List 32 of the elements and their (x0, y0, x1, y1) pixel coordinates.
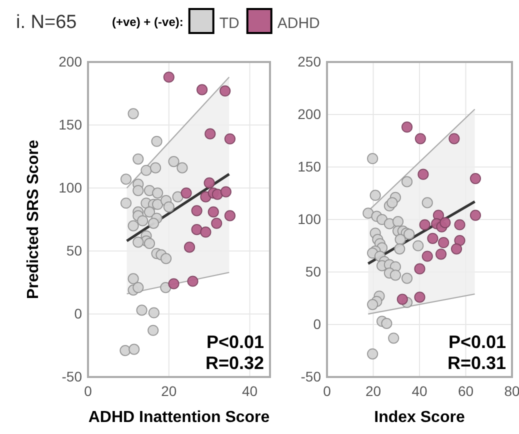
y-tick-label: 200 (298, 106, 322, 122)
legend-title: (+ve) + (-ve): (112, 15, 184, 29)
x-tick-label: 60 (458, 382, 474, 399)
y-tick-label: 100 (58, 179, 82, 196)
y-tick-label: -50 (62, 368, 82, 384)
y-tick-label: 0 (74, 305, 82, 322)
x-axis-title: Index Score (374, 409, 465, 426)
x-tick-label: 40 (412, 382, 428, 399)
annotation: R=0.32 (205, 353, 264, 373)
y-tick-label: 150 (298, 158, 322, 174)
y-tick-label: 250 (298, 53, 322, 70)
chart-title: i. N=65 (16, 12, 77, 33)
y-tick-label: 0 (313, 316, 322, 332)
legend-label: ADHD (277, 15, 320, 32)
y-tick-label: 200 (58, 53, 82, 70)
annotation: P<0.01 (206, 332, 264, 352)
y-tick-label: 150 (58, 116, 82, 132)
x-tick-label: 0 (323, 382, 332, 399)
x-tick-label: 0 (84, 382, 92, 399)
annotation: P<0.01 (448, 332, 506, 352)
x-tick-label: 80 (504, 382, 519, 399)
x-tick-label: 40 (242, 382, 258, 399)
x-tick-label: 20 (365, 382, 382, 399)
annotation: R=0.31 (447, 353, 506, 373)
y-axis-title: Predicted SRS Score (25, 140, 42, 300)
x-axis-title: ADHD Inattention Score (88, 409, 270, 426)
legend-label: TD (219, 15, 240, 32)
y-tick-label: -50 (300, 368, 322, 384)
y-tick-label: 50 (305, 263, 322, 280)
y-tick-label: 100 (298, 210, 322, 227)
x-tick-label: 20 (161, 382, 177, 399)
y-tick-label: 50 (66, 242, 82, 258)
